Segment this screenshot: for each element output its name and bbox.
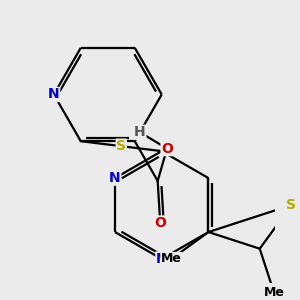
Text: O: O — [154, 216, 166, 230]
Text: Me: Me — [263, 286, 284, 299]
Text: H: H — [134, 125, 146, 140]
Text: O: O — [161, 142, 173, 155]
Text: N: N — [109, 171, 121, 185]
Text: N: N — [156, 252, 167, 266]
Text: Me: Me — [161, 253, 182, 266]
Text: S: S — [286, 198, 296, 212]
Text: S: S — [116, 139, 126, 153]
Text: N: N — [48, 88, 60, 101]
